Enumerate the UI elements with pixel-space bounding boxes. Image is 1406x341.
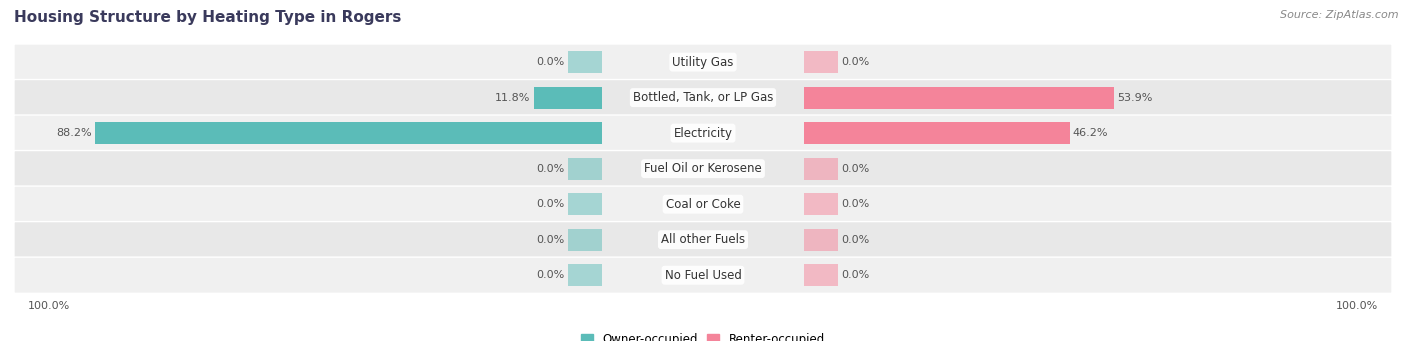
Text: 0.0%: 0.0% bbox=[536, 57, 565, 67]
Text: 100.0%: 100.0% bbox=[28, 301, 70, 311]
Text: 0.0%: 0.0% bbox=[841, 164, 870, 174]
Bar bbox=[568, 51, 602, 73]
Text: 0.0%: 0.0% bbox=[536, 235, 565, 245]
Bar bbox=[804, 87, 1114, 109]
FancyBboxPatch shape bbox=[14, 150, 1392, 187]
FancyBboxPatch shape bbox=[14, 257, 1392, 293]
Text: 11.8%: 11.8% bbox=[495, 93, 530, 103]
Text: Electricity: Electricity bbox=[673, 127, 733, 139]
FancyBboxPatch shape bbox=[14, 186, 1392, 222]
Bar bbox=[804, 51, 838, 73]
Bar bbox=[804, 122, 1070, 144]
Legend: Owner-occupied, Renter-occupied: Owner-occupied, Renter-occupied bbox=[576, 328, 830, 341]
Bar bbox=[804, 264, 838, 286]
Text: 0.0%: 0.0% bbox=[536, 199, 565, 209]
FancyBboxPatch shape bbox=[14, 115, 1392, 151]
Bar bbox=[568, 158, 602, 180]
Text: Housing Structure by Heating Type in Rogers: Housing Structure by Heating Type in Rog… bbox=[14, 10, 402, 25]
Bar bbox=[568, 193, 602, 215]
Bar bbox=[804, 158, 838, 180]
Text: Bottled, Tank, or LP Gas: Bottled, Tank, or LP Gas bbox=[633, 91, 773, 104]
FancyBboxPatch shape bbox=[14, 44, 1392, 80]
FancyBboxPatch shape bbox=[14, 222, 1392, 258]
Bar bbox=[804, 193, 838, 215]
FancyBboxPatch shape bbox=[14, 79, 1392, 116]
Text: Utility Gas: Utility Gas bbox=[672, 56, 734, 69]
Text: 0.0%: 0.0% bbox=[841, 199, 870, 209]
Bar bbox=[568, 229, 602, 251]
Text: No Fuel Used: No Fuel Used bbox=[665, 269, 741, 282]
Bar bbox=[96, 122, 602, 144]
Bar bbox=[568, 264, 602, 286]
Text: 100.0%: 100.0% bbox=[1336, 301, 1378, 311]
Text: 46.2%: 46.2% bbox=[1073, 128, 1108, 138]
Text: 0.0%: 0.0% bbox=[841, 270, 870, 280]
Bar bbox=[804, 229, 838, 251]
Text: Source: ZipAtlas.com: Source: ZipAtlas.com bbox=[1281, 10, 1399, 20]
Text: 88.2%: 88.2% bbox=[56, 128, 91, 138]
Text: 0.0%: 0.0% bbox=[841, 57, 870, 67]
Text: 53.9%: 53.9% bbox=[1118, 93, 1153, 103]
Text: Coal or Coke: Coal or Coke bbox=[665, 198, 741, 211]
Text: All other Fuels: All other Fuels bbox=[661, 233, 745, 246]
Text: 0.0%: 0.0% bbox=[536, 270, 565, 280]
Bar bbox=[534, 87, 602, 109]
Text: 0.0%: 0.0% bbox=[536, 164, 565, 174]
Text: 0.0%: 0.0% bbox=[841, 235, 870, 245]
Text: Fuel Oil or Kerosene: Fuel Oil or Kerosene bbox=[644, 162, 762, 175]
